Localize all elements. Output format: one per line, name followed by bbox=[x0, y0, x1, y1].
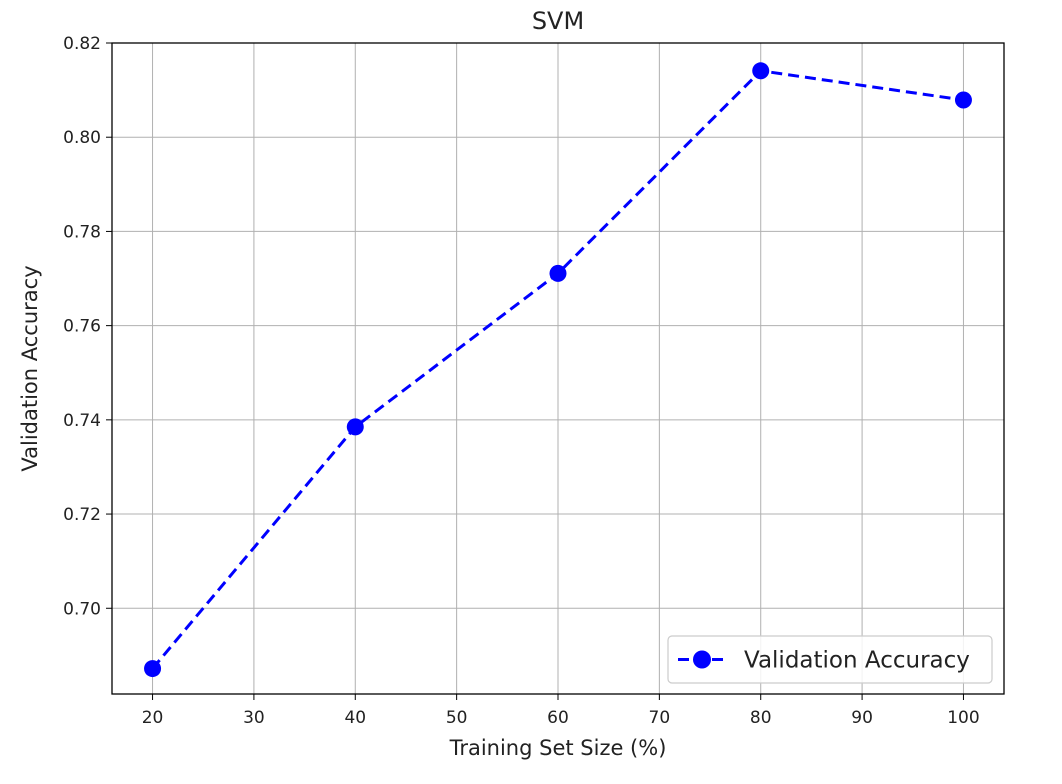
y-tick-label: 0.78 bbox=[63, 222, 101, 242]
x-tick-label: 100 bbox=[947, 708, 979, 728]
axis-ticks: 20 30 40 50 60 70 80 90 100 0.70 0.72 0.74 0.76 0.78 0… bbox=[63, 34, 980, 728]
y-axis-label: Validation Accuracy bbox=[18, 265, 42, 471]
chart-title: SVM bbox=[532, 7, 584, 35]
x-axis-label: Training Set Size (%) bbox=[449, 736, 667, 760]
x-tick-label: 30 bbox=[243, 708, 265, 728]
x-tick-label: 70 bbox=[649, 708, 671, 728]
x-tick-label: 90 bbox=[851, 708, 873, 728]
grid-lines bbox=[112, 42, 1004, 694]
x-tick-label: 50 bbox=[446, 708, 468, 728]
x-tick-label: 20 bbox=[142, 708, 164, 728]
legend-marker bbox=[693, 650, 711, 669]
data-point bbox=[549, 264, 567, 282]
y-tick-label: 0.80 bbox=[63, 128, 101, 148]
legend-entry-validation-accuracy: Validation Accuracy bbox=[744, 648, 970, 674]
y-tick-label: 0.82 bbox=[63, 34, 101, 54]
data-point bbox=[954, 91, 972, 109]
x-tick-label: 60 bbox=[547, 708, 569, 728]
data-point bbox=[144, 660, 162, 678]
y-tick-label: 0.74 bbox=[63, 411, 101, 431]
y-tick-label: 0.76 bbox=[63, 317, 101, 337]
legend: Validation Accuracy bbox=[667, 635, 993, 684]
x-tick-label: 80 bbox=[750, 708, 772, 728]
legend-box bbox=[667, 635, 993, 684]
x-tick-label: 40 bbox=[344, 708, 366, 728]
y-tick-label: 0.70 bbox=[63, 599, 101, 619]
series-layer bbox=[144, 62, 972, 678]
data-point bbox=[752, 62, 770, 80]
data-point bbox=[346, 418, 364, 436]
y-tick-label: 0.72 bbox=[63, 505, 101, 525]
